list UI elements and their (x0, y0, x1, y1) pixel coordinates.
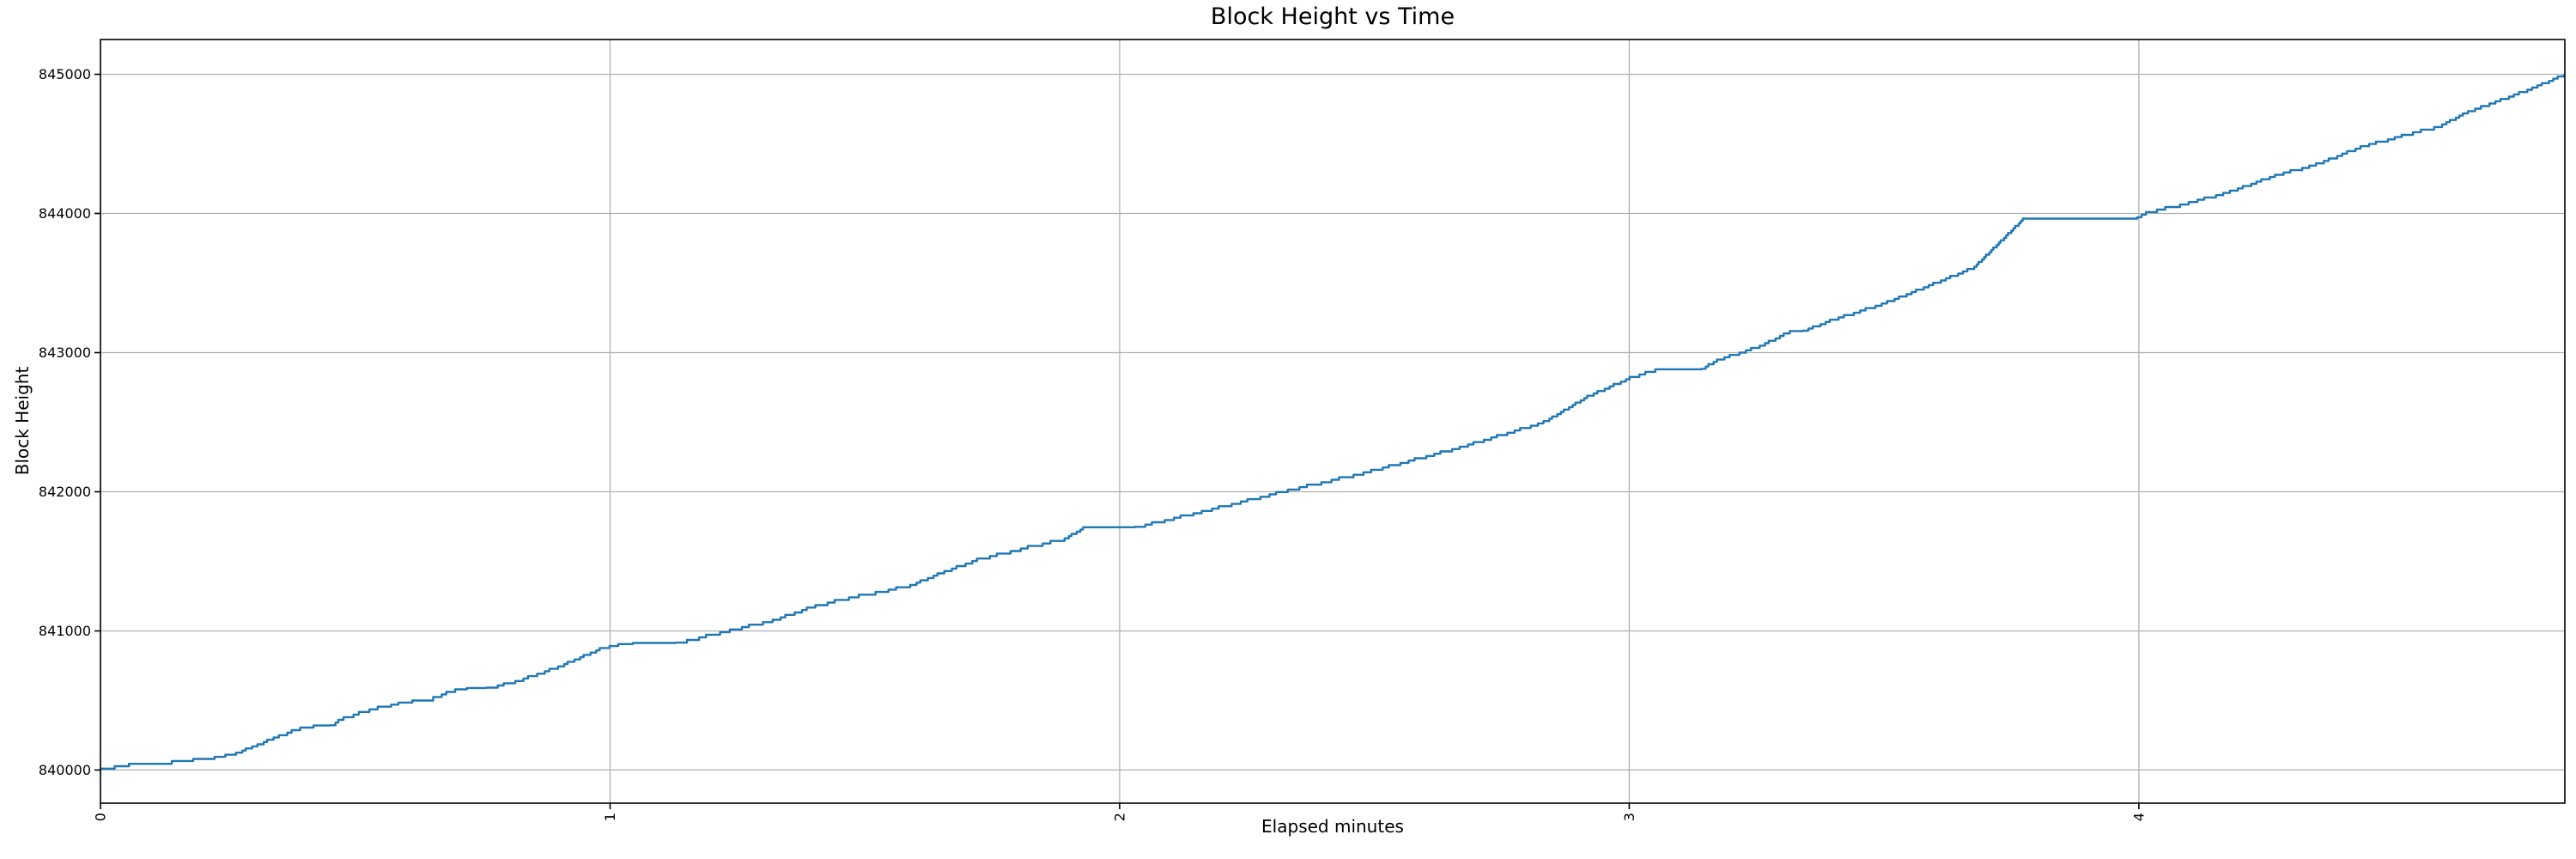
plot-border (100, 39, 2566, 804)
y-tick-label: 841000 (39, 623, 91, 639)
y-tick-label: 845000 (39, 66, 91, 82)
y-tick-label: 843000 (39, 344, 91, 361)
y-tick-label: 844000 (39, 205, 91, 222)
x-tick-label: 2 (1111, 813, 1127, 821)
x-tick-label: 1 (602, 813, 618, 821)
x-tick-label: 4 (2130, 813, 2147, 821)
x-tick-label: 0 (93, 813, 109, 821)
x-tick-label: 3 (1621, 813, 1637, 821)
y-tick-label: 840000 (39, 762, 91, 778)
x-axis-label: Elapsed minutes (1261, 816, 1404, 837)
chart-title: Block Height vs Time (1210, 3, 1455, 30)
y-tick-label: 842000 (39, 484, 91, 500)
data-line (100, 74, 2565, 770)
